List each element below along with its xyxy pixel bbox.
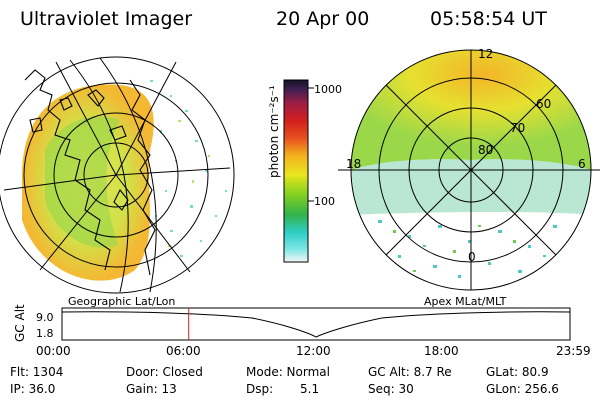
mlat-label-60: 60: [536, 97, 552, 111]
mlat-label-80: 80: [478, 143, 494, 157]
coastlines: [24, 69, 156, 276]
altitude-curve: [61, 311, 571, 338]
colorbar: [283, 79, 314, 263]
lat-grid-left: [0, 56, 235, 294]
ip-value: IP: 36.0: [10, 382, 56, 396]
timeline-ymax: 9.0: [36, 311, 54, 324]
aurora-green-band: [45, 116, 120, 248]
glat-value: GLat: 80.9: [486, 365, 549, 379]
xtick-0000: 00:00: [36, 344, 71, 358]
right-panel-label: Apex MLat/MLT: [424, 295, 507, 308]
xtick-1800: 18:00: [424, 344, 459, 358]
mode-value: Mode: Normal: [246, 365, 330, 379]
glon-value: GLon: 256.6: [486, 382, 559, 396]
xtick-2359: 23:59: [556, 344, 591, 358]
dsp-value: 5.1: [300, 382, 320, 396]
mlat-label-70: 70: [510, 121, 526, 135]
colorbar-unit-label: photon cm⁻²s⁻¹: [267, 85, 281, 178]
xtick-0600: 06:00: [166, 344, 201, 358]
seq-value: Seq: 30: [368, 382, 414, 396]
mlt-label-18: 18: [346, 157, 362, 171]
lon-grid-left: [3, 57, 231, 293]
mlt-label-12: 12: [478, 47, 494, 61]
apex-image: [338, 49, 600, 291]
door-status: Door: Closed: [126, 365, 203, 379]
xtick-1200: 12:00: [296, 344, 331, 358]
flight-number: Flt: 1304: [10, 365, 64, 379]
gain-value: Gain: 13: [126, 382, 177, 396]
mlt-grid-right: [338, 50, 600, 290]
left-panel-label: Geographic Lat/Lon: [68, 295, 176, 308]
noise-scatter-right: [378, 220, 557, 278]
app-title: Ultraviolet Imager: [20, 8, 193, 30]
date-readout: 20 Apr 00: [276, 8, 370, 30]
colorbar-tick-1000: 1000: [314, 83, 342, 96]
timeline-ymin: 1.8: [36, 327, 54, 340]
gc-alt-value: GC Alt: 8.7 Re: [368, 365, 452, 379]
time-readout: 05:58:54 UT: [430, 8, 547, 30]
mlt-label-6: 6: [578, 157, 586, 171]
geographic-image: [0, 56, 235, 294]
altitude-timeline: [61, 307, 571, 341]
dsp-label: Dsp:: [246, 382, 274, 396]
mlt-label-0: 0: [468, 250, 476, 264]
colorbar-tick-100: 100: [314, 195, 335, 208]
timeline-ylabel: GC Alt: [13, 304, 27, 342]
